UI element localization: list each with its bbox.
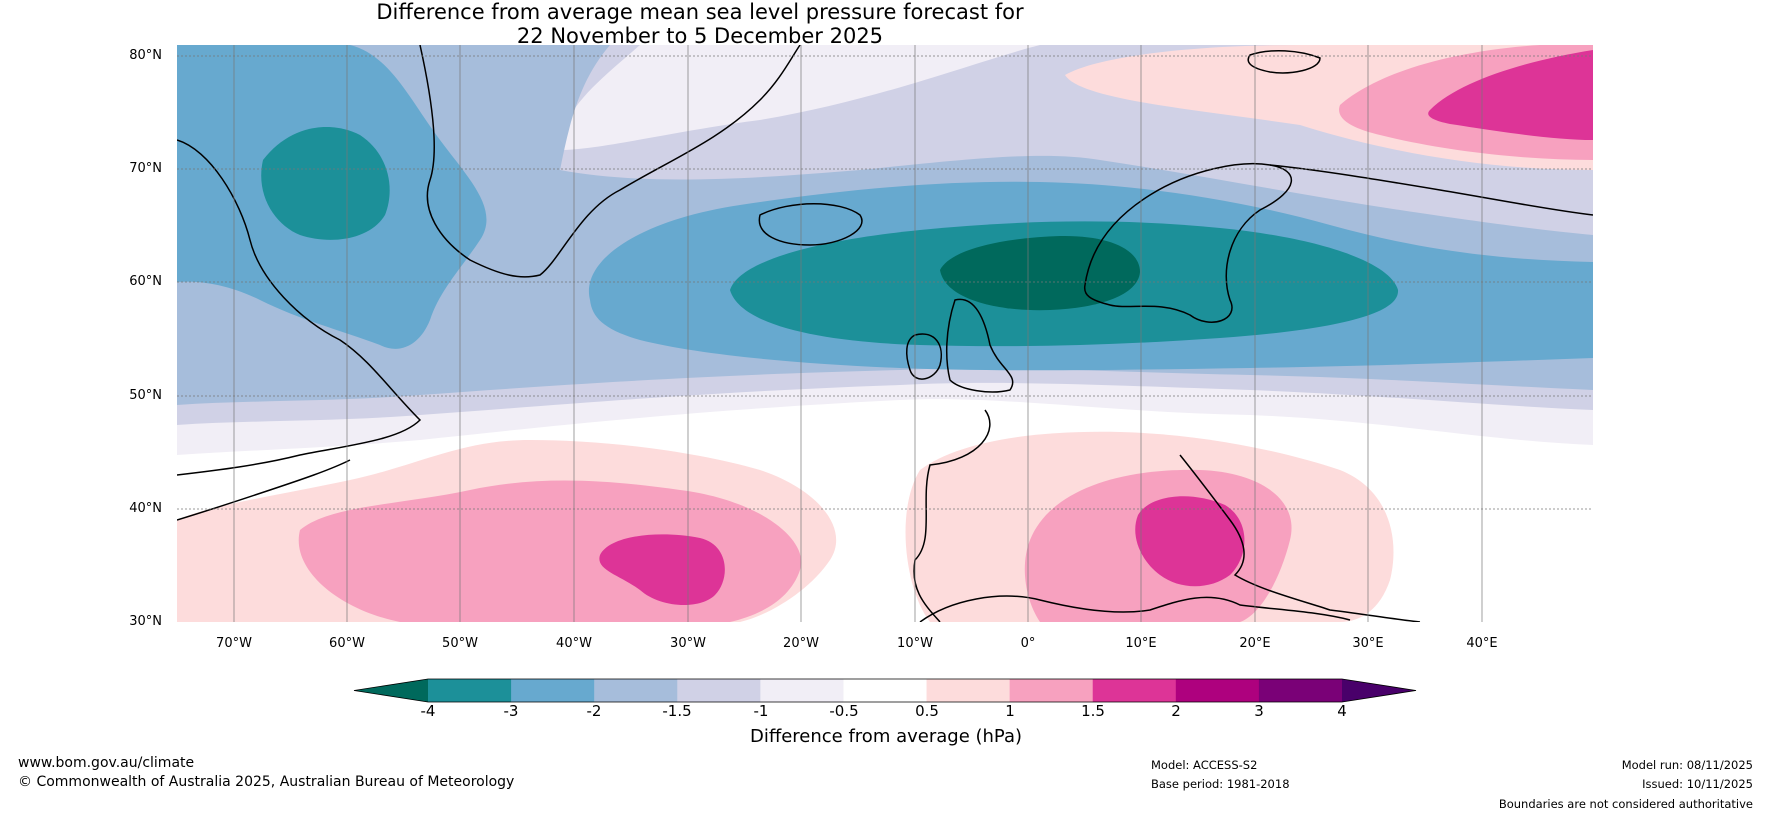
colorbar-tick-label: -4 <box>420 702 436 720</box>
colorbar-tick-label: 1.5 <box>1081 702 1105 720</box>
lat-label-40n: 40°N <box>129 501 162 516</box>
region-pos-1.5 <box>599 534 725 606</box>
graticule <box>177 45 1593 622</box>
lat-label-80n: 80°N <box>129 48 162 63</box>
lon-label-10e: 10°E <box>1125 636 1157 651</box>
scandinavia-coast <box>1083 163 1292 323</box>
lat-label-60n: 60°N <box>129 274 162 289</box>
colorbar-tick-label: 0.5 <box>915 702 939 720</box>
lon-label-40w: 40°W <box>556 636 592 651</box>
uk-coast <box>945 298 1014 393</box>
lon-label-20w: 20°W <box>783 636 819 651</box>
lon-label-40e: 40°E <box>1466 636 1498 651</box>
colorbar-tick-label: -1.5 <box>662 702 692 720</box>
svalbard-coast <box>1247 49 1321 74</box>
iceland-coast <box>758 203 863 246</box>
colorbar-tick-label: 1 <box>1005 702 1015 720</box>
colorbar-tick-label: 3 <box>1254 702 1264 720</box>
colorbar <box>353 678 1417 703</box>
footer-copyright: © Commonwealth of Australia 2025, Austra… <box>18 774 515 790</box>
footer-model: Model: ACCESS-S2 <box>1151 758 1258 772</box>
coastlines <box>177 45 1593 622</box>
colorbar-segment <box>594 679 678 702</box>
title-line-2: 22 November to 5 December 2025 <box>516 24 884 48</box>
map-field <box>177 45 1593 622</box>
colorbar-segment <box>511 679 595 702</box>
colorbar-tick-label: -0.5 <box>829 702 859 720</box>
colorbar-tick-label: -2 <box>586 702 602 720</box>
colorbar-arrow-high <box>1342 679 1416 702</box>
footer-website: www.bom.gov.au/climate <box>18 755 195 771</box>
lon-label-0: 0° <box>1020 636 1036 651</box>
lon-label-70w: 70°W <box>216 636 252 651</box>
colorbar-segment <box>1258 679 1343 702</box>
footer-issued: Issued: 10/11/2025 <box>1642 777 1753 791</box>
colorbar-segment <box>1175 679 1260 702</box>
colorbar-tick-label: 4 <box>1337 702 1347 720</box>
lon-label-30e: 30°E <box>1352 636 1384 651</box>
lon-label-10w: 10°W <box>897 636 933 651</box>
chart-title: Difference from average mean sea level p… <box>0 0 1400 48</box>
colorbar-outline <box>353 678 1417 703</box>
region-neg-4 <box>940 235 1140 311</box>
colorbar-tick-label: -3 <box>503 702 519 720</box>
colorbar-arrow-low <box>354 679 428 702</box>
greenland-coast <box>419 45 801 278</box>
colorbar-segment <box>677 679 761 702</box>
footer-base-period: Base period: 1981-2018 <box>1151 777 1290 791</box>
region-pos-1.5b <box>1135 496 1245 587</box>
africa-coast <box>919 595 1351 622</box>
title-line-1: Difference from average mean sea level p… <box>376 0 1024 24</box>
colorbar-segment <box>843 679 928 702</box>
colorbar-segment <box>428 679 512 702</box>
colorbar-segment <box>1009 679 1094 702</box>
colorbar-segment <box>1092 679 1177 702</box>
region-pos-1.5c <box>1428 50 1593 140</box>
colorbar-segment <box>760 679 844 702</box>
lat-label-50n: 50°N <box>129 388 162 403</box>
region-neg-3 <box>261 127 390 240</box>
ireland-coast <box>905 333 942 380</box>
colorbar-title-text: Difference from average (hPa) <box>749 726 1023 747</box>
canada-coast <box>177 139 422 476</box>
lon-label-20e: 20°E <box>1239 636 1271 651</box>
europe-south-coast <box>1179 454 1421 622</box>
colorbar-tick-label: -1 <box>753 702 769 720</box>
lat-label-70n: 70°N <box>129 161 162 176</box>
colorbar-tick-label: 2 <box>1171 702 1181 720</box>
lon-label-50w: 50°W <box>442 636 478 651</box>
colorbar-segment <box>926 679 1011 702</box>
footer-model-run: Model run: 08/11/2025 <box>1621 758 1753 772</box>
lon-label-30w: 30°W <box>670 636 706 651</box>
lat-label-30n: 30°N <box>129 614 162 629</box>
lon-label-60w: 60°W <box>329 636 365 651</box>
footer-disclaimer: Boundaries are not considered authoritat… <box>1498 797 1753 811</box>
north-america-coast <box>177 459 351 521</box>
russia-arctic-coast <box>1269 164 1593 216</box>
